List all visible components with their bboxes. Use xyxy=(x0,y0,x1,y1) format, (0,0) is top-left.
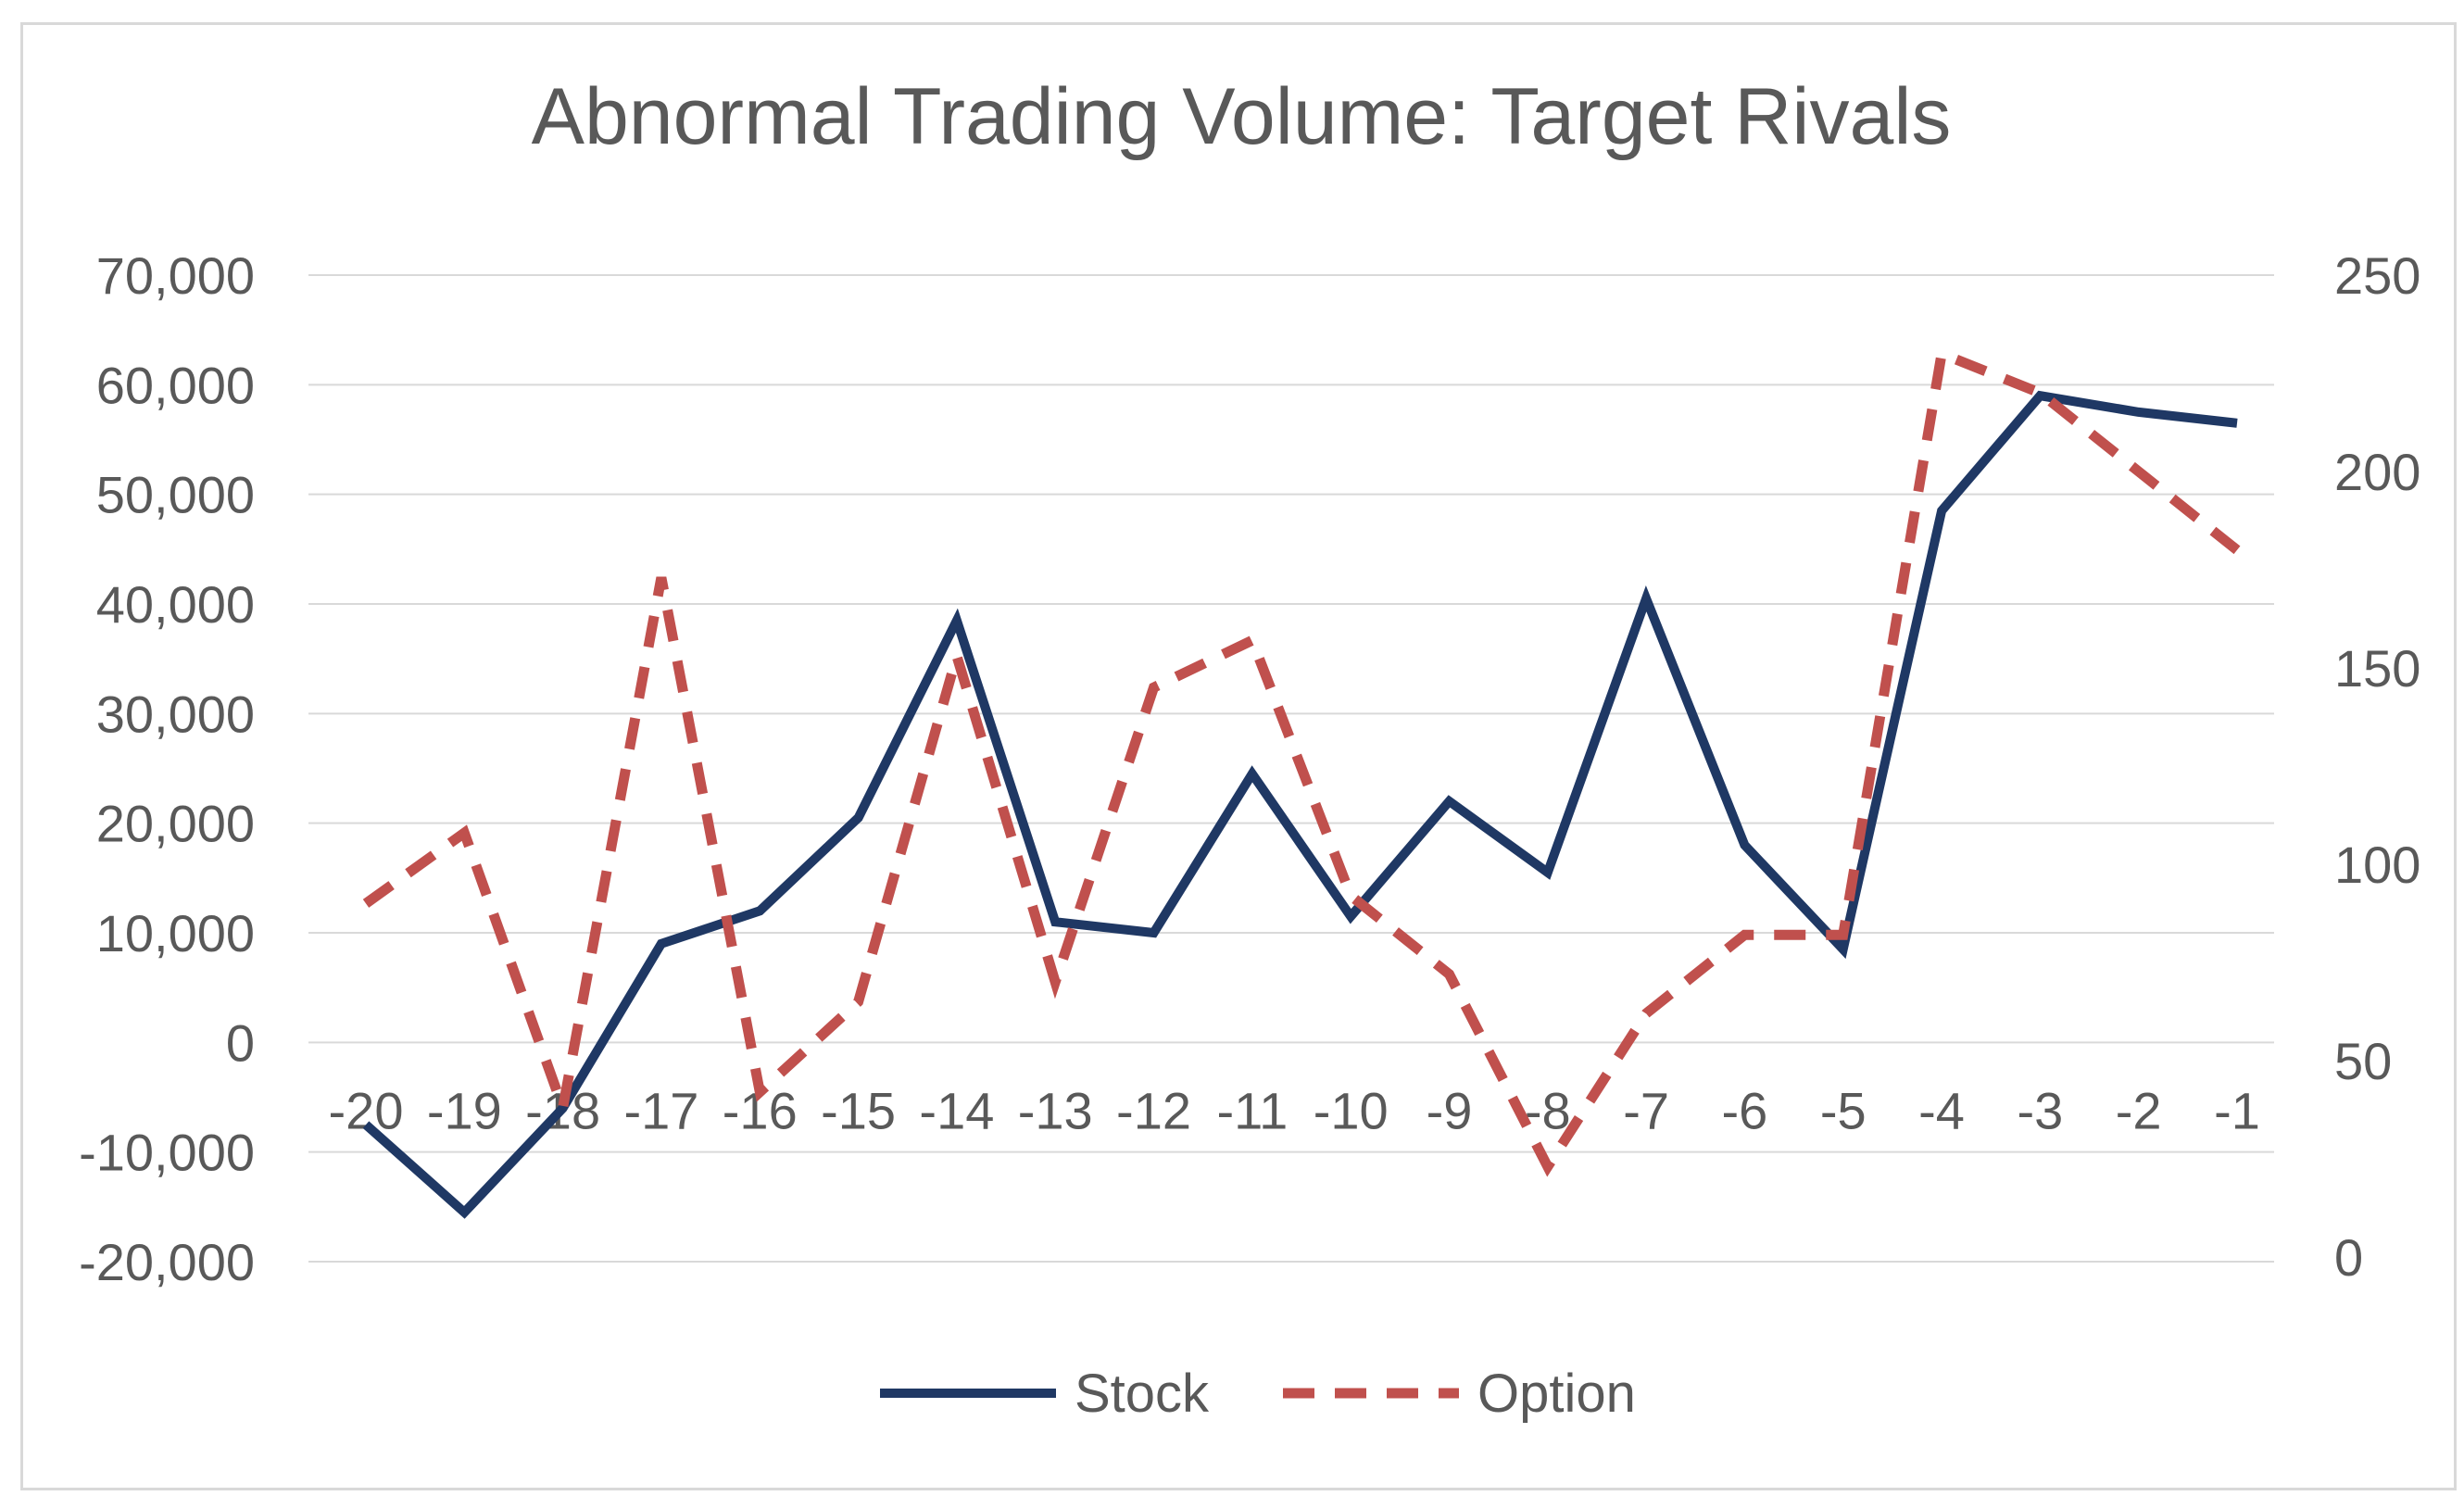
x-tick-label: -17 xyxy=(623,1081,698,1139)
y2-tick-label: 0 xyxy=(2334,1228,2363,1287)
x-axis: -20 -19 -18 -17 -16 -15 -14 -13 -12 -11 -10 -9 -8 -7-… xyxy=(329,1081,2260,1139)
gridlines xyxy=(308,274,2274,1263)
y2-tick-label: 250 xyxy=(2334,246,2420,305)
x-tick-label: -6 xyxy=(1722,1081,1768,1139)
chart-title: Abnormal Trading Volume: Target Rivals xyxy=(532,72,1952,161)
x-tick-label: -14 xyxy=(919,1081,994,1139)
x-tick-label: -9 xyxy=(1427,1081,1473,1139)
x-tick-label: -20 xyxy=(329,1081,404,1139)
y-tick-label: -10,000 xyxy=(79,1124,255,1182)
y-tick-label: 60,000 xyxy=(96,356,255,414)
x-tick-label: -8 xyxy=(1525,1081,1571,1139)
chart-canvas: Abnormal Trading Volume: Target Rivals 7… xyxy=(79,72,2420,1424)
y-tick-label: 30,000 xyxy=(96,685,255,743)
y2-tick-label: 100 xyxy=(2334,836,2420,894)
x-tick-label: -12 xyxy=(1116,1081,1191,1139)
x-tick-label: -7 xyxy=(1623,1081,1669,1139)
y2-tick-label: 200 xyxy=(2334,443,2420,501)
y-tick-label: 20,000 xyxy=(96,795,255,853)
chart-frame: Abnormal Trading Volume: Target Rivals 7… xyxy=(20,22,2457,1490)
y-tick-label: -20,000 xyxy=(79,1233,255,1291)
y-tick-label: 40,000 xyxy=(96,575,255,634)
y-tick-label: 10,000 xyxy=(96,904,255,962)
x-tick-label: -4 xyxy=(1918,1081,1965,1139)
series-line-option xyxy=(362,346,2241,1177)
x-tick-label: -10 xyxy=(1314,1081,1389,1139)
y-axis-right: 250 200 150 100 50 0 xyxy=(2334,246,2420,1287)
x-tick-label: -3 xyxy=(2017,1081,2063,1139)
series-line-stock xyxy=(362,390,2238,1219)
x-tick-label: -2 xyxy=(2116,1081,2162,1139)
x-tick-label: -13 xyxy=(1018,1081,1093,1139)
y-tick-label: 70,000 xyxy=(96,246,255,305)
y-tick-label: 50,000 xyxy=(96,466,255,524)
x-tick-label: -5 xyxy=(1820,1081,1867,1139)
series-lines xyxy=(362,346,2241,1219)
x-tick-label: -19 xyxy=(427,1081,502,1139)
y2-tick-label: 50 xyxy=(2334,1032,2392,1090)
y2-tick-label: 150 xyxy=(2334,639,2420,698)
x-tick-label: -1 xyxy=(2214,1081,2260,1139)
legend: Stock Option xyxy=(880,1364,1636,1424)
x-tick-label: -11 xyxy=(1216,1081,1288,1139)
legend-label-stock: Stock xyxy=(1075,1364,1210,1424)
y-tick-label: 0 xyxy=(226,1013,255,1072)
legend-label-option: Option xyxy=(1477,1364,1636,1424)
x-tick-label: -15 xyxy=(821,1081,896,1139)
y-axis-left: 70,000 60,000 50,000 40,000 30,000 20,000 10,0… xyxy=(79,246,255,1291)
